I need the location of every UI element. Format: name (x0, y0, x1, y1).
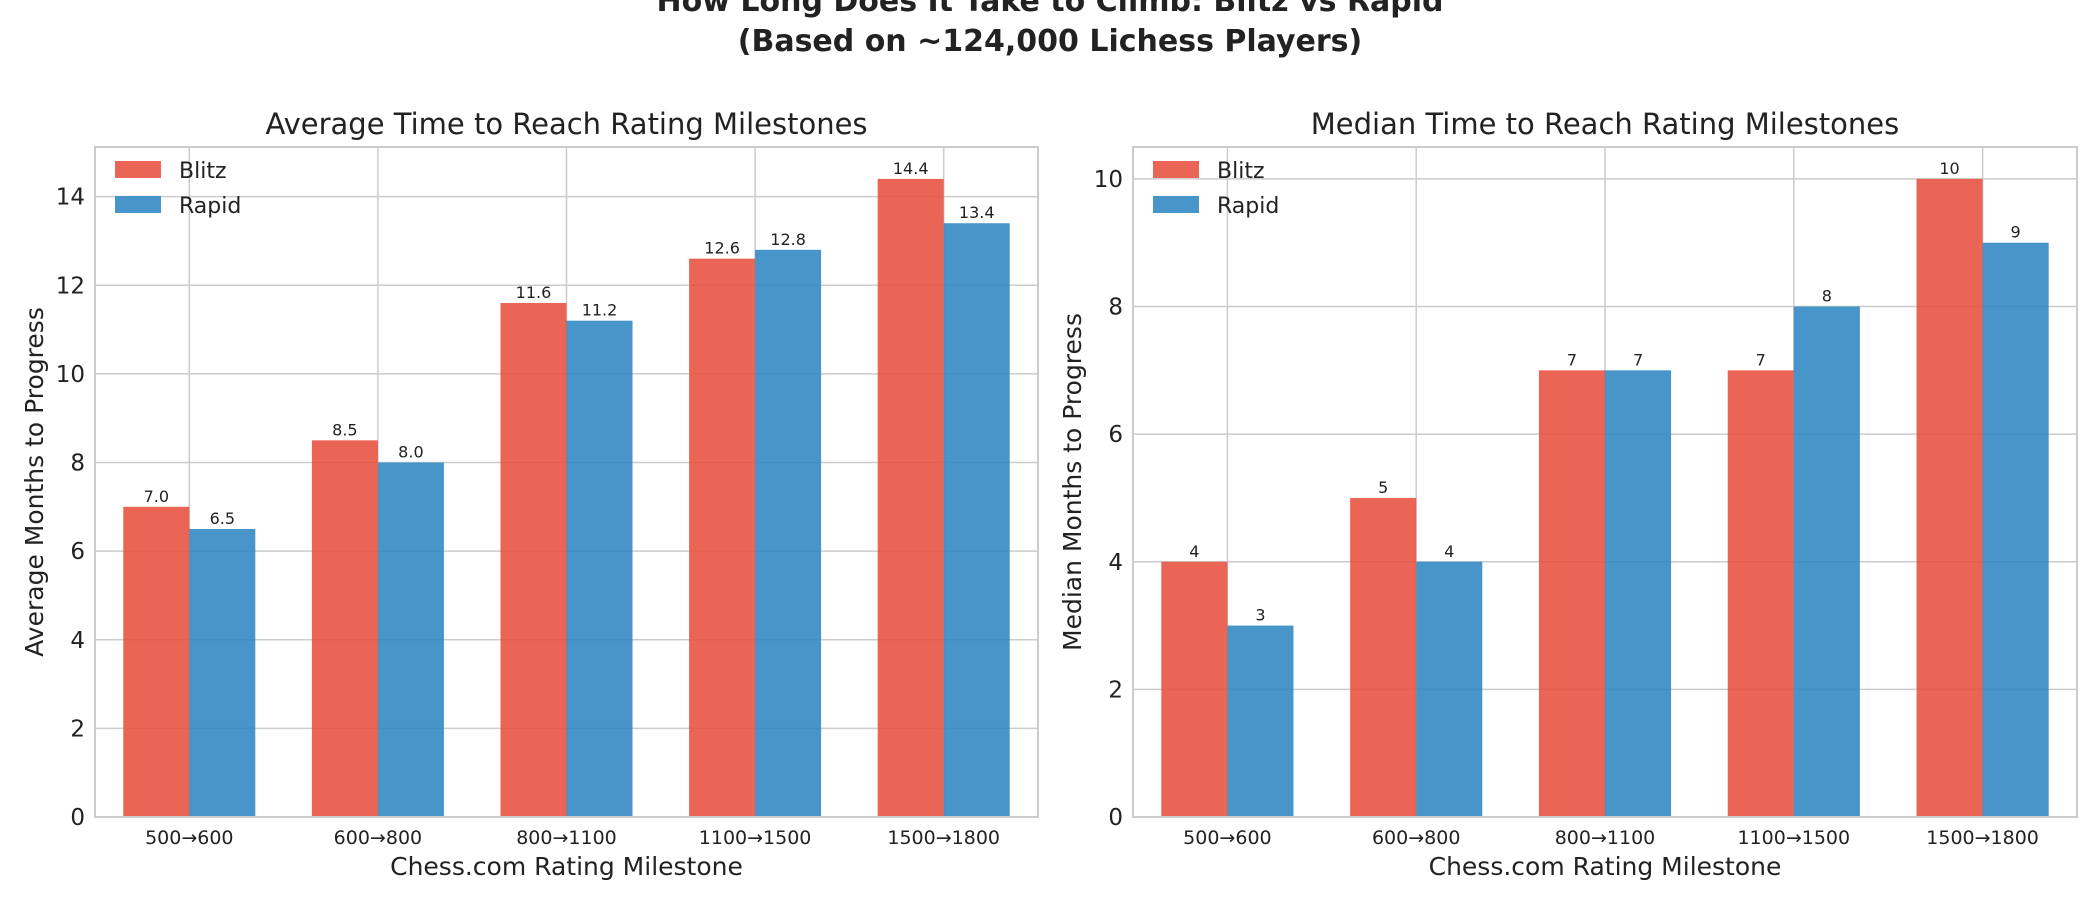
data-label: 8.5 (332, 420, 357, 439)
y-axis-ticks: 0 2 4 6 8 10 12 14 (56, 185, 85, 831)
data-label: 4 (1444, 542, 1454, 561)
y-axis-label: Median Months to Progress (1058, 313, 1087, 651)
chart-panel-2: 4 5 7 7 10 3 4 7 8 9 0 2 4 6 8 10 500→600 600→800 800→1100… (1058, 107, 2078, 881)
y-axis-ticks: 0 2 4 6 8 10 (1094, 167, 1123, 831)
data-label: 12.6 (704, 239, 740, 258)
bar-rapid-2 (1416, 561, 1483, 817)
legend-label-blitz: Blitz (179, 159, 227, 184)
legend-swatch-blitz (1153, 161, 1199, 178)
legend-label-rapid: Rapid (179, 194, 241, 219)
bar-blitz-1 (1161, 561, 1228, 817)
x-tick-label: 800→1100 (516, 827, 617, 849)
x-tick-label: 600→800 (1372, 827, 1460, 849)
figure-title-line1: How Long Does It Take to Climb: Blitz vs… (656, 0, 1444, 19)
y-tick-label: 4 (1108, 550, 1123, 576)
data-label: 7 (1756, 350, 1766, 369)
data-label: 4 (1189, 542, 1199, 561)
bar-rapid-4 (1793, 306, 1860, 817)
bar-rapid-4 (755, 249, 822, 818)
bars: 7.0 8.5 11.6 12.6 14.4 6.5 8.0 11.2 12.8 13.4 (123, 159, 1010, 818)
bar-rapid-3 (566, 320, 633, 817)
y-tick-label: 8 (1108, 295, 1123, 321)
y-tick-label: 2 (1108, 677, 1123, 703)
legend-label-rapid: Rapid (1217, 194, 1279, 219)
figure-title: How Long Does It Take to Climb: Blitz vs… (0, 0, 2100, 62)
x-axis-ticks: 500→600 600→800 800→1100 1100→1500 1500→1800 (1183, 827, 2039, 849)
data-label: 12.8 (770, 230, 806, 249)
data-label: 5 (1378, 478, 1388, 497)
x-tick-label: 1500→1800 (1926, 827, 2039, 849)
y-tick-label: 12 (56, 273, 85, 299)
data-label: 8 (1822, 287, 1832, 306)
bar-rapid-2 (377, 462, 444, 817)
y-tick-label: 0 (70, 805, 85, 831)
legend-swatch-rapid (115, 196, 161, 213)
y-tick-label: 6 (70, 539, 85, 565)
legend: Blitz Rapid (115, 159, 241, 219)
bar-blitz-5 (1916, 178, 1983, 817)
y-tick-label: 6 (1108, 422, 1123, 448)
y-tick-label: 14 (56, 185, 85, 211)
bar-blitz-1 (123, 506, 190, 817)
axes-title: Average Time to Reach Rating Milestones (265, 107, 867, 141)
figure-title-line2: (Based on ~124,000 Lichess Players) (737, 24, 1363, 59)
y-tick-label: 2 (70, 716, 85, 742)
bar-rapid-5 (943, 223, 1010, 818)
y-tick-label: 10 (56, 362, 85, 388)
y-tick-label: 10 (1094, 167, 1123, 193)
x-tick-label: 1100→1500 (699, 827, 812, 849)
bar-blitz-4 (1727, 370, 1794, 817)
plot-frame (1132, 146, 2078, 818)
chart-panel-1: 7.0 8.5 11.6 12.6 14.4 6.5 8.0 11.2 12.8 13.4 0 2 4 6… (20, 107, 1039, 881)
legend: Blitz Rapid (1153, 159, 1279, 219)
x-tick-label: 1100→1500 (1737, 827, 1850, 849)
data-label: 10 (1939, 159, 1959, 178)
bar-blitz-3 (500, 302, 567, 817)
bar-blitz-2 (1350, 497, 1417, 817)
data-label: 7.0 (144, 487, 169, 506)
bar-rapid-3 (1605, 370, 1672, 817)
x-axis-label: Chess.com Rating Milestone (390, 852, 743, 881)
data-label: 7 (1567, 350, 1577, 369)
x-tick-label: 500→600 (1183, 827, 1271, 849)
y-tick-label: 8 (70, 451, 85, 477)
legend-swatch-blitz (115, 161, 161, 178)
bar-rapid-1 (1227, 625, 1294, 817)
bars: 4 5 7 7 10 3 4 7 8 9 (1161, 159, 2049, 817)
data-label: 11.2 (582, 301, 618, 320)
legend-swatch-rapid (1153, 196, 1199, 213)
bar-blitz-4 (689, 258, 756, 818)
x-tick-label: 500→600 (145, 827, 233, 849)
plot-frame (94, 146, 1039, 818)
legend-label-blitz: Blitz (1217, 159, 1265, 184)
data-label: 3 (1255, 606, 1265, 625)
x-tick-label: 800→1100 (1555, 827, 1656, 849)
bar-blitz-5 (877, 178, 944, 817)
y-axis-label: Average Months to Progress (20, 307, 49, 657)
x-tick-label: 600→800 (334, 827, 422, 849)
y-tick-label: 4 (70, 628, 85, 654)
bar-blitz-2 (311, 440, 378, 817)
axes-title: Median Time to Reach Rating Milestones (1311, 107, 1899, 141)
x-axis-label: Chess.com Rating Milestone (1429, 852, 1782, 881)
y-tick-label: 0 (1108, 805, 1123, 831)
data-label: 13.4 (959, 203, 995, 222)
data-label: 9 (2011, 223, 2021, 242)
data-label: 7 (1633, 350, 1643, 369)
bar-blitz-3 (1538, 370, 1605, 817)
data-label: 14.4 (893, 159, 929, 178)
data-label: 11.6 (516, 283, 552, 302)
bar-rapid-1 (189, 528, 256, 817)
data-label: 8.0 (398, 443, 423, 462)
data-label: 6.5 (210, 509, 235, 528)
x-axis-ticks: 500→600 600→800 800→1100 1100→1500 1500→1800 (145, 827, 1000, 849)
bar-rapid-5 (1982, 242, 2049, 817)
x-tick-label: 1500→1800 (887, 827, 1000, 849)
